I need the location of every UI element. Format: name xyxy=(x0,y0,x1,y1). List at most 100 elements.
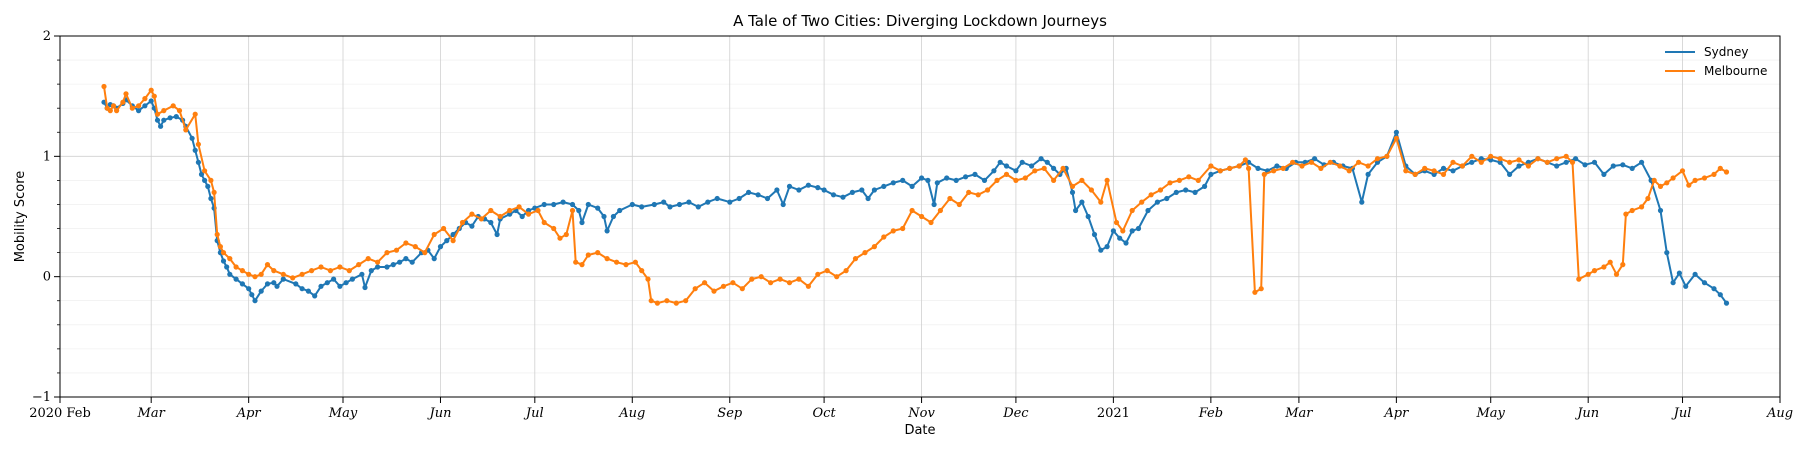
data-point xyxy=(1236,163,1242,169)
x-tick-label: 2021 xyxy=(1097,406,1130,421)
data-point xyxy=(739,286,745,292)
data-point xyxy=(683,298,689,304)
data-point xyxy=(1497,159,1503,165)
data-point xyxy=(1497,156,1503,162)
data-point xyxy=(393,247,400,253)
x-tick-label: 2020 Feb xyxy=(29,406,91,421)
data-point xyxy=(862,250,868,256)
x-tick-label: Jun xyxy=(1574,406,1599,421)
data-point xyxy=(227,271,233,277)
data-point xyxy=(815,185,821,191)
data-point xyxy=(1104,244,1110,250)
data-point xyxy=(331,276,337,282)
data-point xyxy=(1110,228,1116,234)
data-point xyxy=(202,168,208,174)
x-tick-label: Sep xyxy=(717,406,743,421)
data-point xyxy=(397,259,403,265)
data-point xyxy=(1657,183,1664,189)
data-point xyxy=(1013,168,1019,174)
data-point xyxy=(195,159,201,165)
data-point xyxy=(217,244,223,250)
data-point xyxy=(1157,187,1164,193)
data-point xyxy=(994,177,1000,183)
data-point xyxy=(617,207,623,214)
data-point xyxy=(551,201,557,208)
data-point xyxy=(525,211,532,217)
x-tick-label: Oct xyxy=(813,406,837,421)
data-point xyxy=(1113,219,1120,226)
data-point xyxy=(1258,286,1264,292)
data-point xyxy=(368,268,374,274)
data-point xyxy=(362,284,368,291)
data-point xyxy=(192,111,198,117)
data-point xyxy=(610,213,617,220)
data-point xyxy=(220,250,227,256)
data-point xyxy=(337,264,343,270)
data-point xyxy=(937,207,944,214)
data-point xyxy=(365,256,371,262)
data-point xyxy=(148,98,154,104)
data-point xyxy=(1129,207,1135,214)
x-tick-label: May xyxy=(328,406,358,421)
data-point xyxy=(1208,163,1214,169)
data-point xyxy=(849,189,856,195)
plot-frame xyxy=(59,35,1781,398)
data-point xyxy=(1393,129,1399,135)
data-point xyxy=(1164,195,1170,202)
data-point xyxy=(1651,177,1657,183)
data-point xyxy=(1318,165,1324,171)
data-point xyxy=(173,114,179,120)
legend: Sydney Melbourne xyxy=(1665,45,1767,78)
data-point xyxy=(1431,171,1437,177)
data-point xyxy=(1620,262,1626,268)
data-point xyxy=(142,103,148,109)
data-point xyxy=(1440,165,1447,171)
data-point xyxy=(953,177,959,183)
data-point xyxy=(720,283,727,289)
data-point xyxy=(148,87,154,93)
data-point xyxy=(220,258,227,264)
data-point xyxy=(1591,268,1598,274)
data-point xyxy=(1091,231,1098,238)
data-point xyxy=(271,268,277,274)
data-point xyxy=(1032,168,1038,174)
data-point xyxy=(1393,135,1399,141)
data-point xyxy=(280,276,286,282)
data-point xyxy=(431,256,437,262)
data-point xyxy=(963,174,969,180)
data-point xyxy=(830,192,837,198)
data-point xyxy=(925,177,931,183)
data-point xyxy=(1701,280,1708,286)
data-point xyxy=(1123,240,1129,246)
data-point xyxy=(1192,189,1198,195)
data-point xyxy=(299,271,305,277)
data-point xyxy=(110,103,117,109)
data-point xyxy=(441,225,447,232)
data-point xyxy=(318,264,324,270)
data-point xyxy=(1051,165,1057,171)
data-point xyxy=(1711,286,1717,292)
data-point xyxy=(305,288,311,294)
data-point xyxy=(1450,159,1456,165)
data-point xyxy=(1717,292,1723,298)
data-point xyxy=(1620,162,1626,168)
data-point xyxy=(1135,225,1142,232)
data-point xyxy=(1029,163,1035,169)
data-point xyxy=(337,283,343,289)
data-point xyxy=(1079,177,1085,183)
data-point xyxy=(796,187,802,193)
x-tick-label: Aug xyxy=(1766,406,1793,421)
y-tick-label: 1 xyxy=(43,149,51,164)
data-point xyxy=(1019,159,1025,165)
data-point xyxy=(327,268,333,274)
data-point xyxy=(736,195,742,202)
data-point xyxy=(1356,159,1362,165)
data-point xyxy=(909,183,915,189)
data-point xyxy=(1576,276,1582,282)
data-point xyxy=(437,244,444,250)
data-point xyxy=(1585,271,1591,277)
data-point xyxy=(205,183,211,189)
data-point xyxy=(1365,171,1371,177)
data-point xyxy=(1582,162,1588,168)
data-point xyxy=(1535,156,1541,162)
